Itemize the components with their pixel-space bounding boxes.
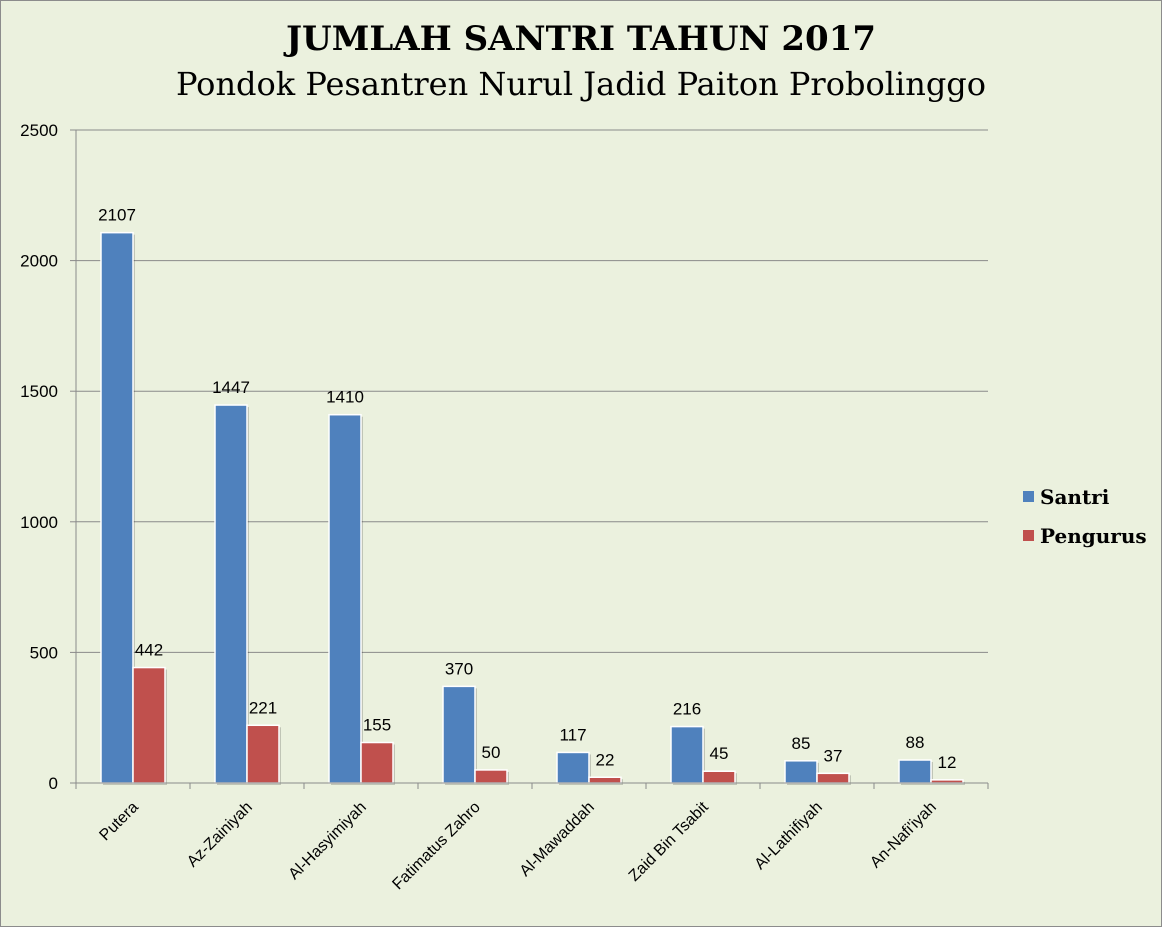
- legend-swatch-santri: [1023, 491, 1034, 502]
- data-label: 1447: [212, 378, 250, 397]
- legend-label-pengurus: Pengurus: [1040, 524, 1147, 548]
- chart-title: JUMLAH SANTRI TAHUN 2017: [285, 19, 877, 59]
- bar-santri: [100, 231, 134, 784]
- y-tick-label: 2000: [20, 252, 58, 271]
- bar-pengurus: [360, 741, 394, 784]
- bar-pengurus: [246, 724, 280, 784]
- bar-santri: [214, 404, 248, 784]
- data-label: 2107: [98, 206, 136, 225]
- bar-pengurus: [702, 770, 736, 784]
- bar-pengurus: [816, 772, 850, 784]
- x-tick-label: Al-Hasyimiyah: [286, 799, 370, 883]
- x-tick-label: Az-Zainiyah: [184, 799, 256, 871]
- x-tick-label: Fatimatus Zahro: [389, 799, 483, 893]
- y-tick-label: 1000: [20, 513, 58, 532]
- chart-subtitle: Pondok Pesantren Nurul Jadid Paiton Prob…: [175, 65, 987, 103]
- x-tick-label: Zaid Bin Tsabit: [626, 798, 712, 884]
- data-label: 88: [906, 733, 925, 752]
- y-tick-label: 1500: [20, 382, 58, 401]
- x-tick-label: Al-Lathifiyah: [752, 799, 826, 873]
- bar-pengurus: [588, 776, 622, 784]
- bar-santri: [556, 751, 590, 784]
- bar-santri: [670, 725, 704, 784]
- data-label: 12: [938, 753, 957, 772]
- bar-santri: [328, 413, 362, 784]
- data-label: 37: [824, 746, 843, 765]
- bar-pengurus: [474, 769, 508, 784]
- data-label: 85: [792, 734, 811, 753]
- data-label: 216: [673, 700, 701, 719]
- y-tick-label: 2500: [20, 121, 58, 140]
- bar-pengurus: [132, 666, 166, 784]
- data-label: 155: [363, 716, 391, 735]
- data-label: 45: [710, 744, 729, 763]
- legend-label-santri: Santri: [1040, 485, 1110, 509]
- data-label: 370: [445, 659, 473, 678]
- legend-swatch-pengurus: [1023, 530, 1034, 541]
- data-label: 22: [596, 750, 615, 769]
- bar-santri: [442, 685, 476, 784]
- data-label: 221: [249, 698, 277, 717]
- y-tick-label: 500: [30, 643, 58, 662]
- x-tick-label: Al-Mawaddah: [517, 799, 598, 880]
- bar-santri: [898, 759, 932, 784]
- bar-santri: [784, 760, 818, 784]
- x-tick-label: An-Nafi'iyah: [867, 799, 940, 872]
- data-label: 117: [559, 725, 586, 744]
- data-label: 1410: [326, 388, 364, 407]
- data-label: 442: [135, 641, 163, 660]
- data-label: 50: [482, 743, 501, 762]
- x-tick-label: Putera: [96, 799, 141, 844]
- y-tick-label: 0: [49, 774, 58, 793]
